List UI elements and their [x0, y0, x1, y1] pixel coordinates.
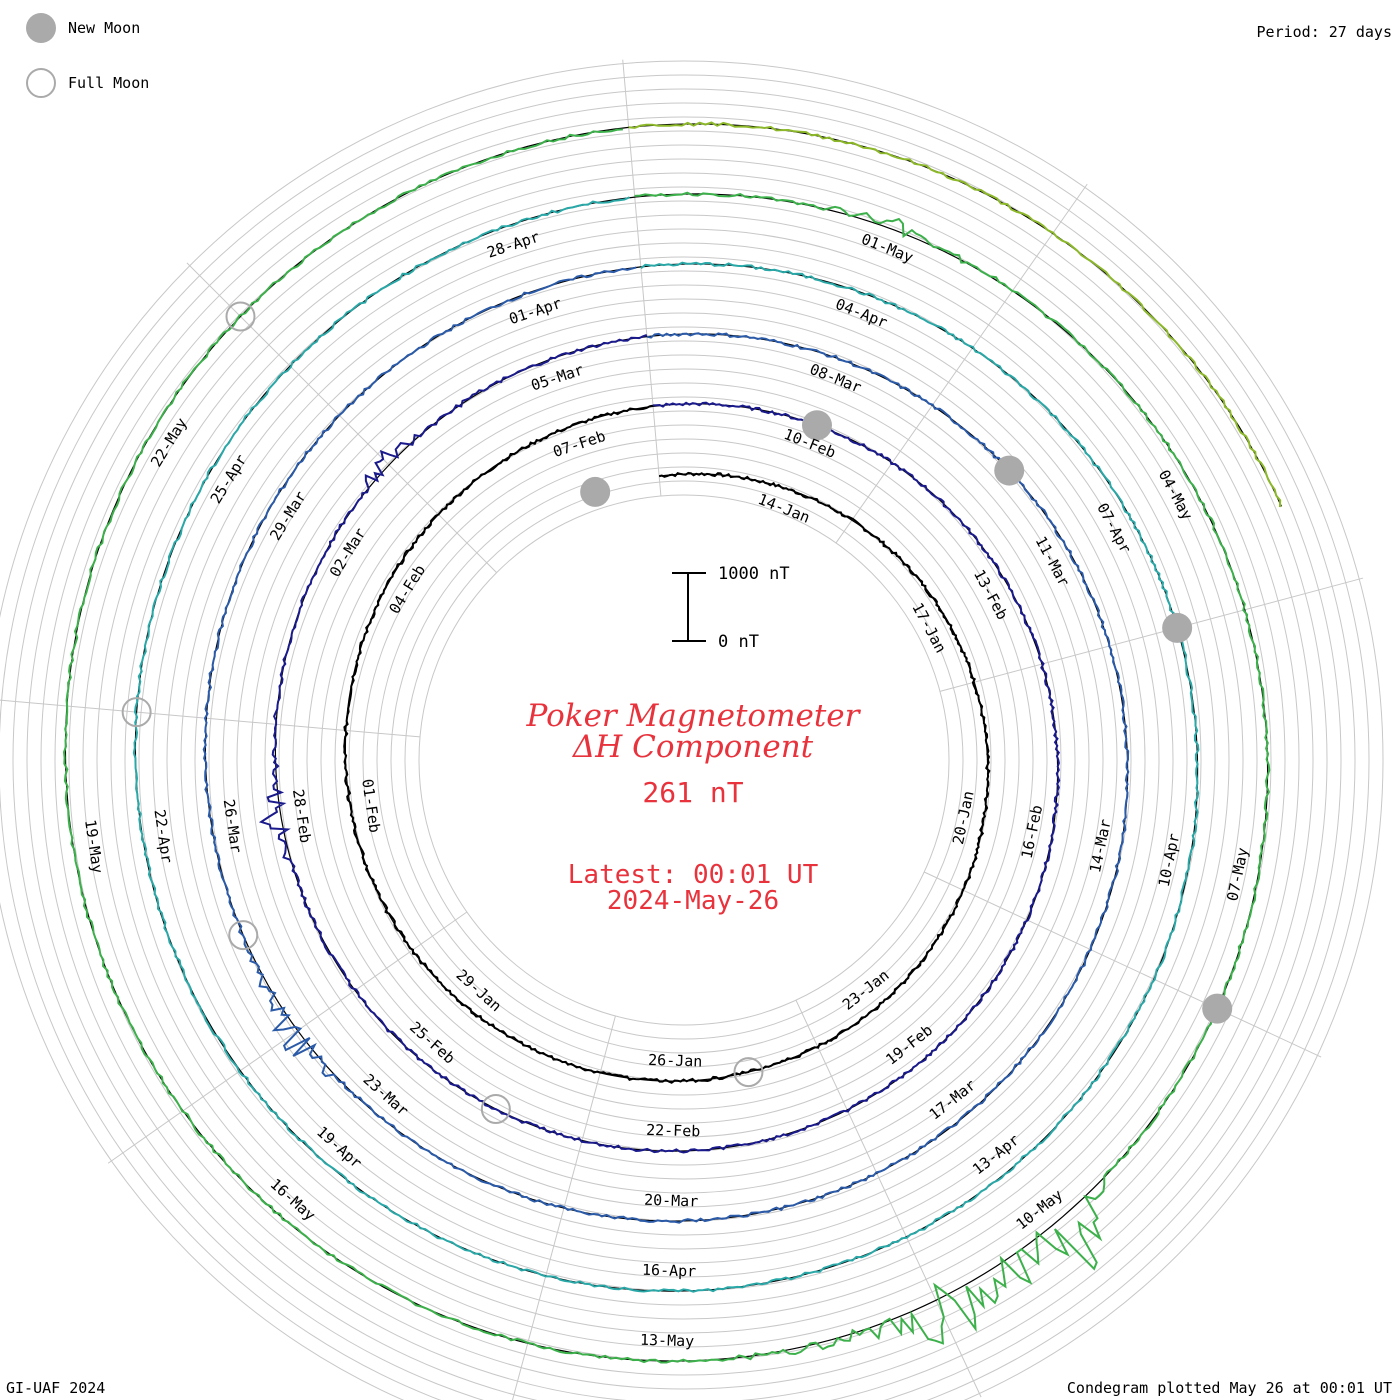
grid-ring [376, 452, 992, 1068]
grid-ring [0, 60, 1384, 1400]
latest-date: 2024-May-26 [606, 886, 780, 916]
date-label: 16-Feb [1018, 803, 1047, 860]
grid-ring [348, 424, 1020, 1096]
date-label: 04-May [1155, 467, 1197, 523]
dh-trace-rotation-4 [132, 196, 1200, 1293]
dh-trace-rotation-6 [628, 121, 1282, 508]
date-label: 22-Apr [150, 808, 176, 864]
date-label: 19-Feb [882, 1021, 936, 1069]
date-label: 07-Apr [1093, 500, 1135, 556]
chart-subtitle: ΔH Component [572, 729, 814, 765]
grid-spoke [622, 59, 662, 497]
grid-ring [110, 186, 1258, 1334]
chart-title: Poker Magnetometer [526, 698, 860, 734]
latest-time: Latest: 00:01 UT [567, 860, 819, 890]
date-label: 22-May [147, 415, 191, 471]
full-moon-marker [733, 1057, 764, 1088]
date-label: 11-Mar [1032, 533, 1074, 589]
grid-ring [250, 326, 1118, 1194]
grid-ring [124, 200, 1244, 1320]
grid-ring [180, 256, 1188, 1264]
grid-ring [320, 396, 1048, 1124]
current-value: 261 nT [642, 776, 744, 809]
grid-ring [26, 102, 1342, 1400]
date-label: 04-Feb [385, 562, 429, 618]
dh-trace-rotation-3 [202, 266, 1130, 1224]
grid-spoke [939, 577, 1364, 692]
date-label: 25-Apr [207, 451, 251, 507]
moon-phase-layer [121, 301, 1233, 1124]
full-moon-icon [26, 68, 56, 98]
grid-spoke [795, 999, 982, 1398]
grid-spoke [107, 911, 468, 1164]
grid-ring [236, 312, 1132, 1208]
legend-full-moon: Full Moon [26, 68, 149, 98]
grid-ring [68, 144, 1300, 1376]
grid-ring [40, 116, 1328, 1400]
legend-full-moon-label: Full Moon [68, 74, 150, 92]
date-label: 28-Apr [485, 228, 542, 262]
grid-spoke [923, 871, 1322, 1058]
date-label: 23-Jan [839, 966, 893, 1014]
grid-spoke [511, 1015, 616, 1400]
new-moon-marker [1162, 612, 1193, 643]
full-moon-marker [225, 301, 256, 332]
grid-ring [96, 172, 1272, 1348]
footer-credit: GI-UAF 2024 [6, 1379, 106, 1397]
grid-ring [334, 410, 1034, 1110]
date-label: 17-Mar [926, 1076, 980, 1124]
new-moon-marker [580, 476, 611, 507]
legend-new-moon: New Moon [26, 13, 140, 43]
grid-layer [0, 59, 1384, 1400]
grid-ring [390, 466, 978, 1054]
date-label: 02-Mar [326, 525, 370, 581]
date-label: 13-May [640, 1331, 695, 1351]
new-moon-marker [1202, 993, 1233, 1024]
grid-ring [138, 214, 1230, 1306]
grid-ring [12, 88, 1356, 1400]
full-moon-marker [480, 1093, 511, 1124]
date-label: 13-Apr [969, 1131, 1023, 1179]
date-label: 16-Apr [642, 1261, 697, 1281]
full-moon-marker [228, 920, 259, 951]
new-moon-marker [994, 455, 1025, 486]
date-label: 22-Feb [646, 1121, 701, 1141]
date-label: 20-Mar [644, 1191, 699, 1211]
date-label: 07-Feb [551, 427, 608, 461]
date-label: 13-Feb [970, 567, 1012, 623]
grid-ring [418, 494, 950, 1026]
new-moon-icon [26, 13, 56, 43]
series-layer [62, 121, 1282, 1364]
dh-trace-rotation-1 [343, 404, 991, 1084]
date-label: 10-May [1013, 1186, 1067, 1234]
date-label: 26-Jan [648, 1051, 703, 1071]
grid-ring [306, 382, 1062, 1138]
grid-ring [194, 270, 1174, 1250]
grid-ring [208, 284, 1160, 1236]
full-moon-marker [121, 697, 152, 728]
grid-ring [278, 354, 1090, 1166]
legend-new-moon-label: New Moon [68, 19, 141, 37]
grid-spoke [0, 699, 421, 738]
grid-ring [0, 74, 1370, 1400]
grid-ring [404, 480, 964, 1040]
grid-spoke [186, 262, 497, 573]
new-moon-marker [801, 410, 832, 441]
grid-ring [54, 130, 1314, 1390]
scale-bar-bottom-label: 0 nT [718, 632, 759, 652]
dh-trace-rotation-2 [258, 334, 1061, 1154]
grid-spoke [835, 183, 1088, 544]
scale-bar-top-label: 1000 nT [718, 564, 790, 584]
grid-ring [166, 242, 1202, 1278]
period-label: Period: 27 days [1256, 23, 1392, 41]
grid-ring [264, 340, 1104, 1180]
date-label: 17-Jan [908, 600, 950, 656]
scale-bar: 1000 nT 0 nT [672, 564, 790, 652]
footer-plot-time: Condegram plotted May 26 at 00:01 UT [1066, 1379, 1392, 1397]
dh-trace-rotation-5 [62, 128, 1271, 1364]
